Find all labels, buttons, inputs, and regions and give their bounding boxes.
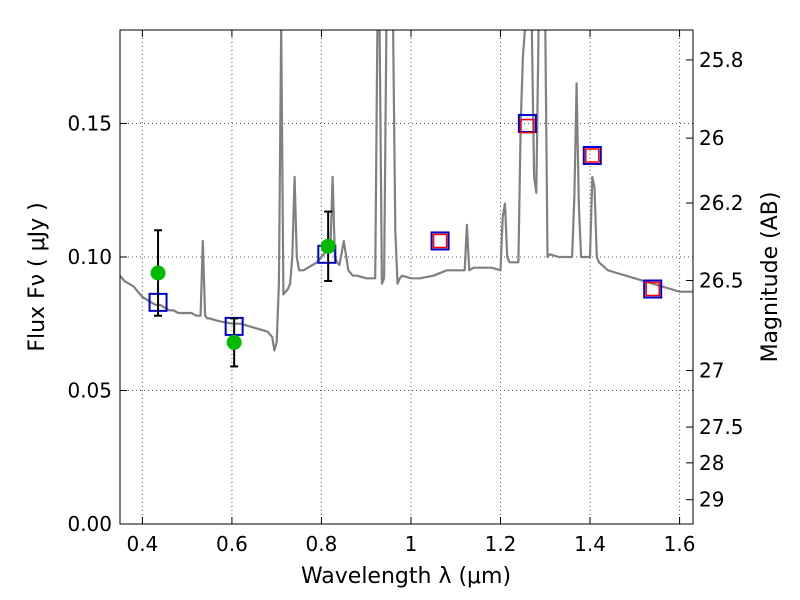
spectrum-line bbox=[120, 30, 693, 352]
observed-square-marker bbox=[645, 281, 660, 297]
axis-ticks: 0.4 0.6 0.8 1 1.2 1.4 1.6 0.00 0.05 0.10 0.15 25.8 2… bbox=[67, 30, 744, 556]
spectrum-layer bbox=[120, 30, 693, 352]
right-tick-label: 26 bbox=[699, 126, 724, 150]
x-tick-label: 0.8 bbox=[306, 532, 338, 556]
y-tick-label: 0.00 bbox=[67, 512, 112, 536]
y-tick-label: 0.15 bbox=[67, 111, 112, 135]
observed-square-marker bbox=[520, 118, 535, 134]
x-tick-label: 1.2 bbox=[485, 532, 517, 556]
plot-frame bbox=[119, 29, 694, 525]
x-tick-label: 0.4 bbox=[126, 532, 158, 556]
observed-circle-marker bbox=[226, 334, 242, 350]
observed-circle-marker bbox=[320, 238, 336, 254]
photometry-markers bbox=[148, 113, 663, 368]
right-tick-label: 27.5 bbox=[699, 415, 744, 439]
x-tick-label: 0.6 bbox=[216, 532, 248, 556]
right-axis-label: Magnitude (AB) bbox=[758, 192, 783, 363]
observed-circle-marker bbox=[150, 265, 166, 281]
x-tick-label: 1 bbox=[405, 532, 418, 556]
model-square-marker bbox=[430, 231, 450, 251]
x-axis-label: Wavelength λ (μm) bbox=[301, 564, 511, 589]
right-tick-label: 25.8 bbox=[699, 48, 744, 72]
model-square-marker bbox=[582, 146, 602, 166]
y-axis-label: Flux Fν ( μJy ) bbox=[25, 202, 50, 351]
x-tick-label: 1.4 bbox=[574, 532, 606, 556]
right-tick-label: 26.2 bbox=[699, 191, 744, 215]
right-tick-label: 28 bbox=[699, 451, 724, 475]
right-tick-label: 29 bbox=[699, 488, 724, 512]
x-tick-label: 1.6 bbox=[664, 532, 696, 556]
observed-square-marker bbox=[585, 148, 600, 163]
y-tick-label: 0.05 bbox=[67, 378, 112, 402]
right-tick-label: 27 bbox=[699, 358, 724, 382]
right-tick-label: 26.5 bbox=[699, 268, 744, 292]
observed-square-marker bbox=[432, 233, 448, 249]
model-square-marker bbox=[643, 279, 663, 299]
y-tick-label: 0.10 bbox=[67, 245, 112, 269]
